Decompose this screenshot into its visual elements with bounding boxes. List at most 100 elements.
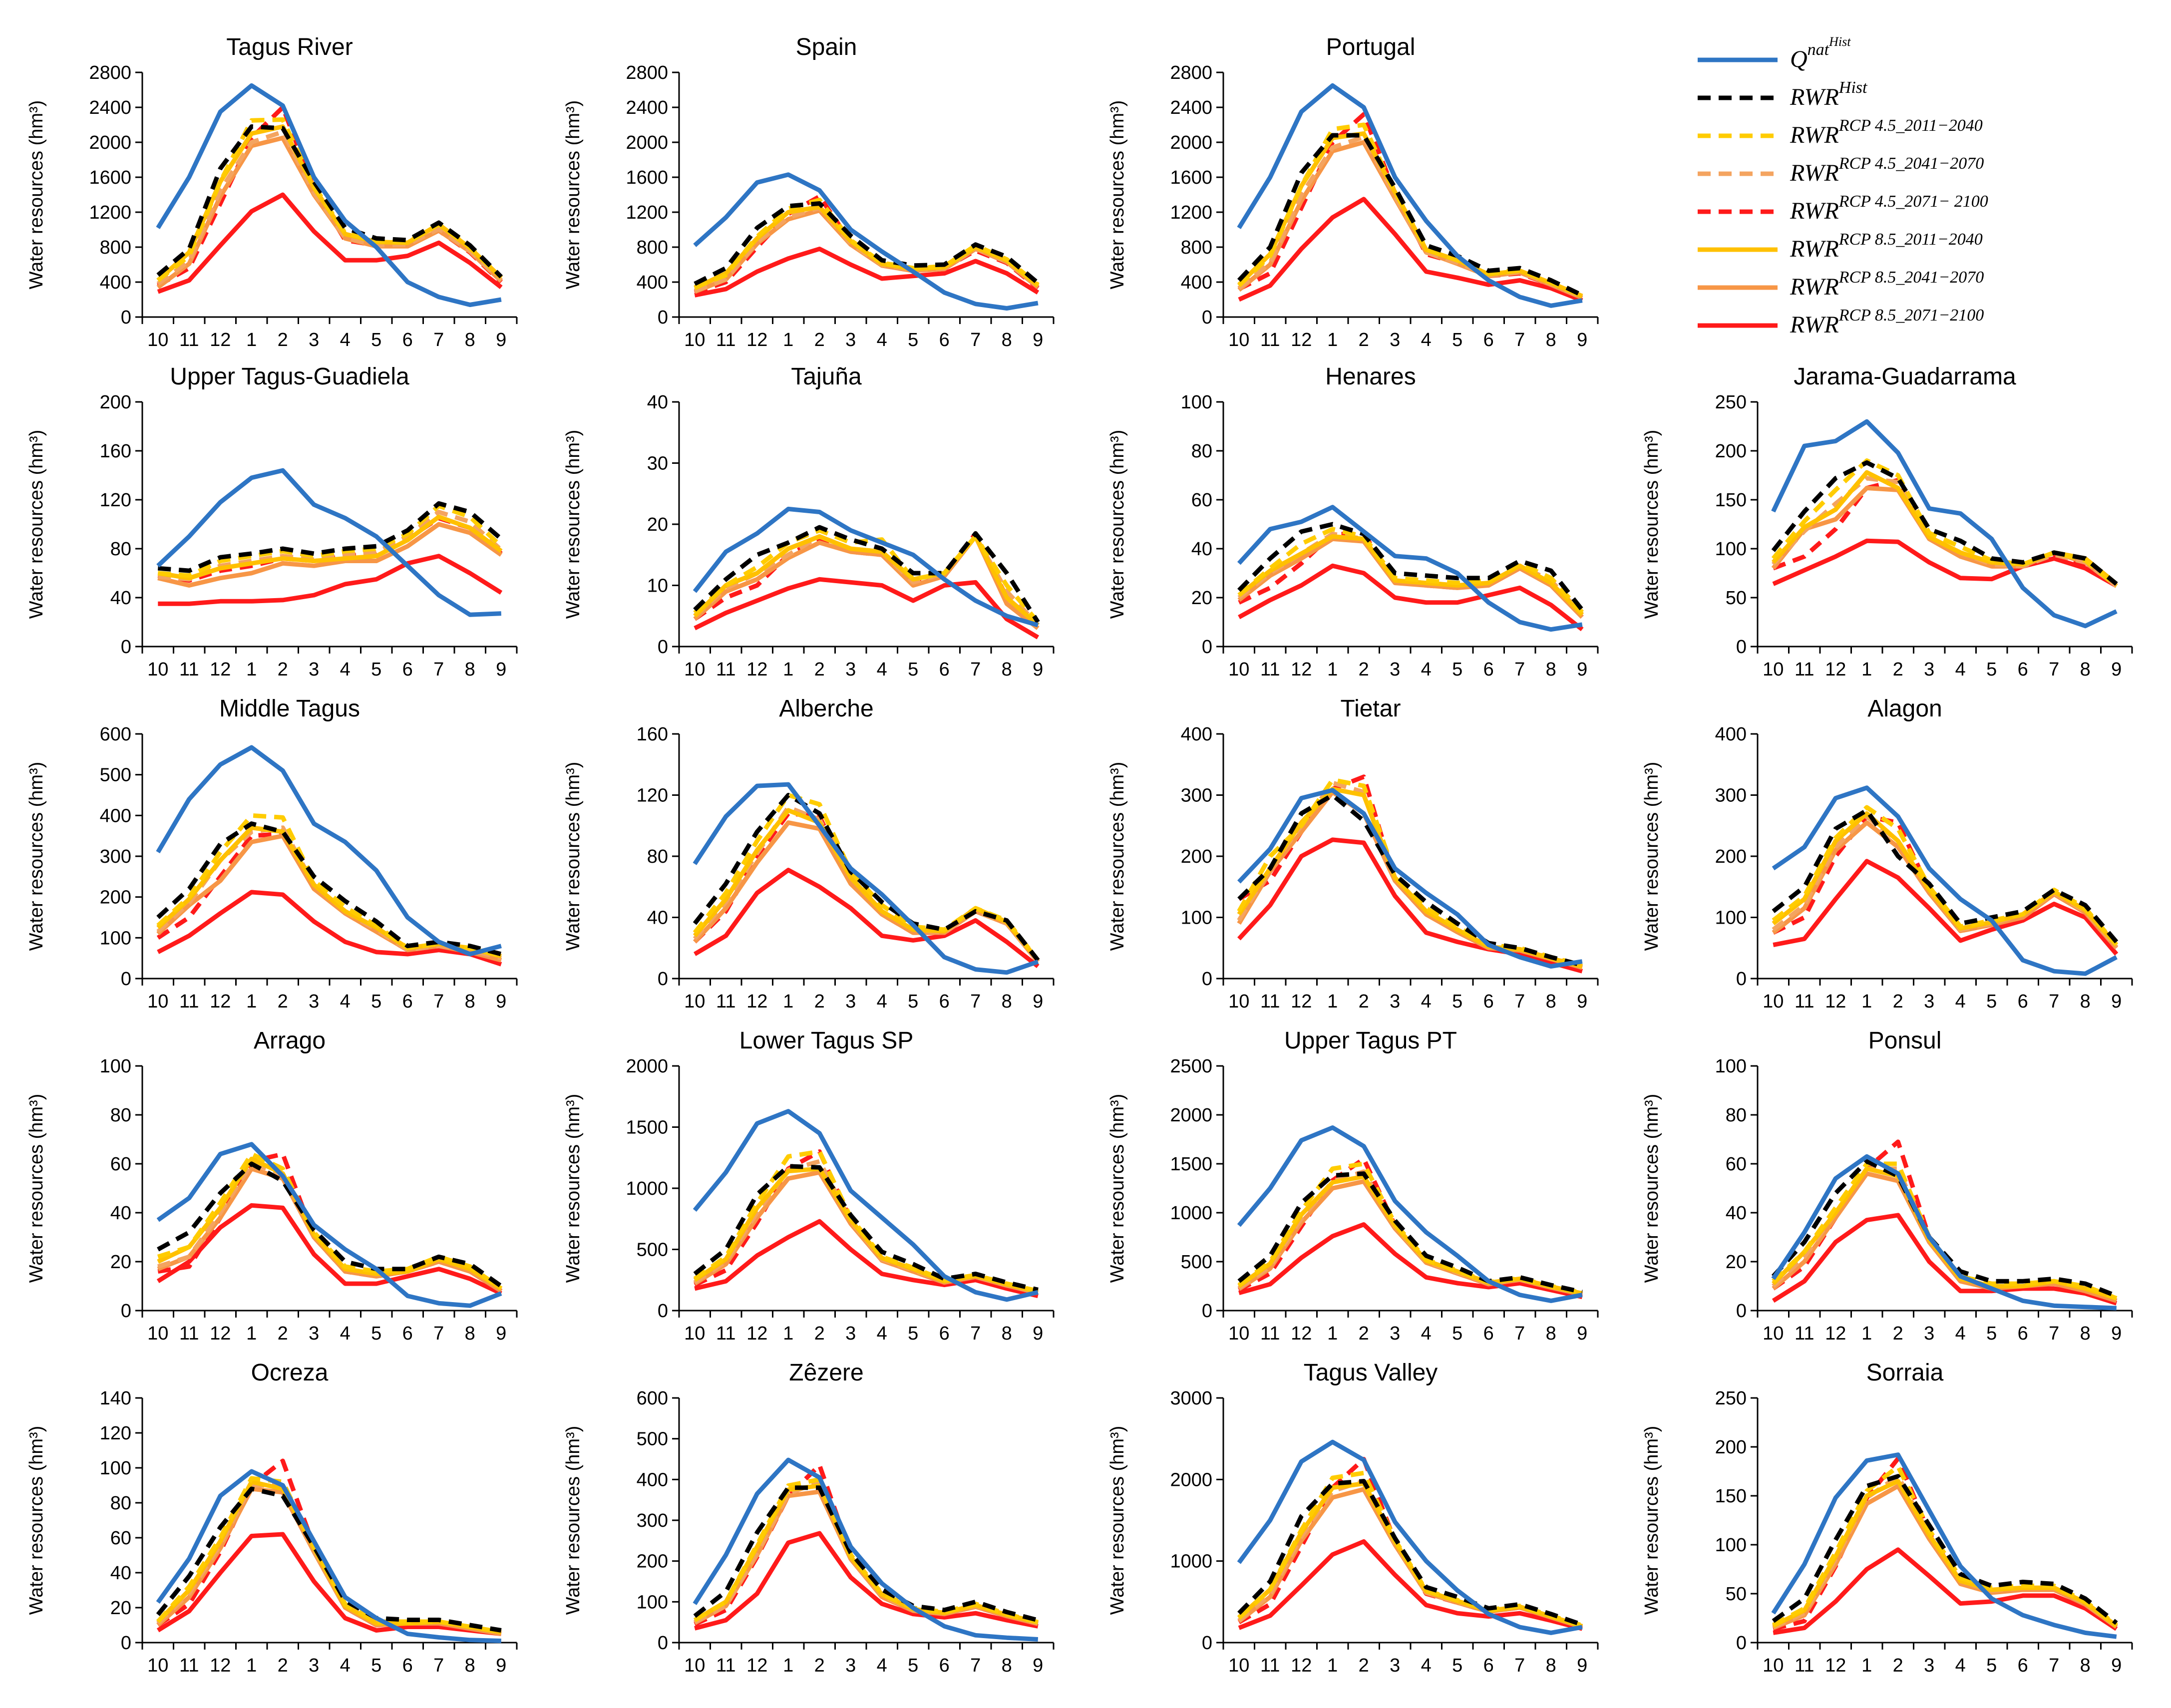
panel-title: Alagon xyxy=(1867,695,1942,722)
x-tick-label: 5 xyxy=(1452,330,1462,350)
series-line-rwr_hist xyxy=(1237,793,1583,968)
x-tick-label: 11 xyxy=(179,330,199,350)
legend-item-rcp45_2071: RWRRCP 4.5_2071− 2100 xyxy=(1698,192,1988,224)
series-line-rcp85_2071 xyxy=(694,1219,1039,1298)
series-line-rcp45_2011 xyxy=(156,1476,502,1635)
y-tick-label: 40 xyxy=(110,588,131,609)
series-line-rcp85_2071 xyxy=(156,1203,502,1296)
y-axis-label: Water resources (hm³) xyxy=(1107,1426,1128,1615)
x-tick-label: 2 xyxy=(1893,991,1903,1012)
y-tick-label: 1500 xyxy=(1170,1154,1212,1175)
legend: QnatHist RWRHist RWRRCP 4.5_2011−2040 RWRRC… xyxy=(1698,34,1988,338)
x-tick-label: 9 xyxy=(496,659,506,680)
y-axis-label: Water resources (hm³) xyxy=(563,1094,584,1283)
y-axis-label: Water resources (hm³) xyxy=(563,430,584,619)
x-tick-label: 11 xyxy=(716,1323,735,1344)
legend-label: RWRRCP 4.5_2011−2040 xyxy=(1790,116,1983,148)
x-tick-label: 11 xyxy=(179,991,199,1012)
series-line-qnat xyxy=(156,468,501,617)
panel-title: Portugal xyxy=(1326,34,1416,60)
x-tick-label: 10 xyxy=(684,330,705,350)
x-tick-label: 12 xyxy=(1291,330,1312,350)
series-line-rwr_hist xyxy=(693,1164,1039,1292)
series-line-rwr_hist xyxy=(1237,1171,1583,1295)
panel-title: Upper Tagus-Guadiela xyxy=(170,363,409,390)
y-tick-label: 200 xyxy=(100,887,131,908)
x-tick-label: 10 xyxy=(1228,991,1249,1012)
series-line-rcp45_2011 xyxy=(1771,458,2118,588)
series-line-rcp85_2011 xyxy=(157,514,503,581)
x-tick-label: 1 xyxy=(246,1655,257,1676)
y-tick-label: 100 xyxy=(1181,392,1212,413)
x-tick-label: 1 xyxy=(783,1655,793,1676)
x-tick-label: 10 xyxy=(147,991,168,1012)
x-tick-label: 1 xyxy=(246,991,257,1012)
x-tick-label: 10 xyxy=(1763,659,1784,680)
x-tick-label: 4 xyxy=(877,659,887,680)
x-tick-label: 3 xyxy=(845,330,856,350)
x-tick-label: 3 xyxy=(845,659,856,680)
x-tick-label: 3 xyxy=(309,991,319,1012)
legend-item-rwr_hist: RWRHist xyxy=(1698,78,1868,110)
x-tick-label: 10 xyxy=(1763,991,1784,1012)
y-tick-label: 2000 xyxy=(626,1056,668,1077)
x-tick-label: 8 xyxy=(1546,1655,1556,1676)
x-tick-label: 1 xyxy=(783,991,793,1012)
series-line-rcp85_2071 xyxy=(694,247,1040,298)
y-tick-label: 1600 xyxy=(1170,167,1212,188)
x-tick-label: 9 xyxy=(1033,330,1043,350)
y-tick-label: 40 xyxy=(1191,539,1212,560)
x-tick-label: 9 xyxy=(2111,1323,2122,1344)
panels: Tagus River04008001200160020002400280010… xyxy=(26,34,2133,1676)
y-tick-label: 800 xyxy=(100,237,131,258)
x-tick-label: 12 xyxy=(1291,1655,1312,1676)
series-line-rcp85_2041 xyxy=(157,522,503,588)
y-tick-label: 120 xyxy=(100,1423,131,1444)
x-tick-label: 4 xyxy=(877,991,887,1012)
x-tick-label: 6 xyxy=(1483,1655,1494,1676)
x-tick-label: 10 xyxy=(1763,1323,1784,1344)
y-tick-label: 20 xyxy=(1191,588,1212,609)
x-tick-label: 9 xyxy=(2111,1655,2122,1676)
x-tick-label: 11 xyxy=(1260,991,1280,1012)
panel-title: Sorraia xyxy=(1866,1360,1944,1386)
x-tick-label: 9 xyxy=(1577,1655,1587,1676)
y-tick-label: 800 xyxy=(637,237,668,258)
x-tick-label: 4 xyxy=(1955,991,1966,1012)
series-line-rcp85_2071 xyxy=(1773,1547,2118,1635)
panel-title: Ocreza xyxy=(251,1360,329,1386)
series-line-rwr_hist xyxy=(694,201,1040,286)
series-line-qnat xyxy=(156,745,502,957)
legend-item-rcp45_2041: RWRRCP 4.5_2041−2070 xyxy=(1698,154,1984,186)
x-tick-label: 6 xyxy=(402,1323,413,1344)
series-line-rcp85_2071 xyxy=(158,554,503,606)
x-tick-label: 1 xyxy=(1861,991,1872,1012)
x-tick-label: 5 xyxy=(1986,1323,1997,1344)
y-tick-label: 30 xyxy=(647,453,668,474)
x-tick-label: 4 xyxy=(1421,1323,1432,1344)
x-tick-label: 12 xyxy=(210,1323,231,1344)
panel-title: Arrago xyxy=(254,1027,326,1054)
x-tick-label: 9 xyxy=(1033,659,1043,680)
y-tick-label: 800 xyxy=(1181,237,1212,258)
x-tick-label: 12 xyxy=(1825,1655,1846,1676)
series-line-rcp45_2071 xyxy=(1238,1457,1583,1630)
x-tick-label: 3 xyxy=(845,991,856,1012)
y-tick-label: 1200 xyxy=(1170,202,1212,223)
x-tick-label: 8 xyxy=(465,1323,475,1344)
x-tick-label: 3 xyxy=(309,330,319,350)
x-tick-label: 8 xyxy=(465,659,475,680)
x-tick-label: 5 xyxy=(908,1655,918,1676)
y-tick-label: 40 xyxy=(647,392,668,413)
y-tick-label: 80 xyxy=(647,846,668,867)
x-tick-label: 7 xyxy=(433,659,444,680)
x-tick-label: 12 xyxy=(1825,1323,1846,1344)
x-tick-label: 4 xyxy=(340,330,351,350)
y-tick-label: 160 xyxy=(637,724,668,745)
x-tick-label: 2 xyxy=(1359,659,1369,680)
x-tick-label: 4 xyxy=(1955,1323,1966,1344)
